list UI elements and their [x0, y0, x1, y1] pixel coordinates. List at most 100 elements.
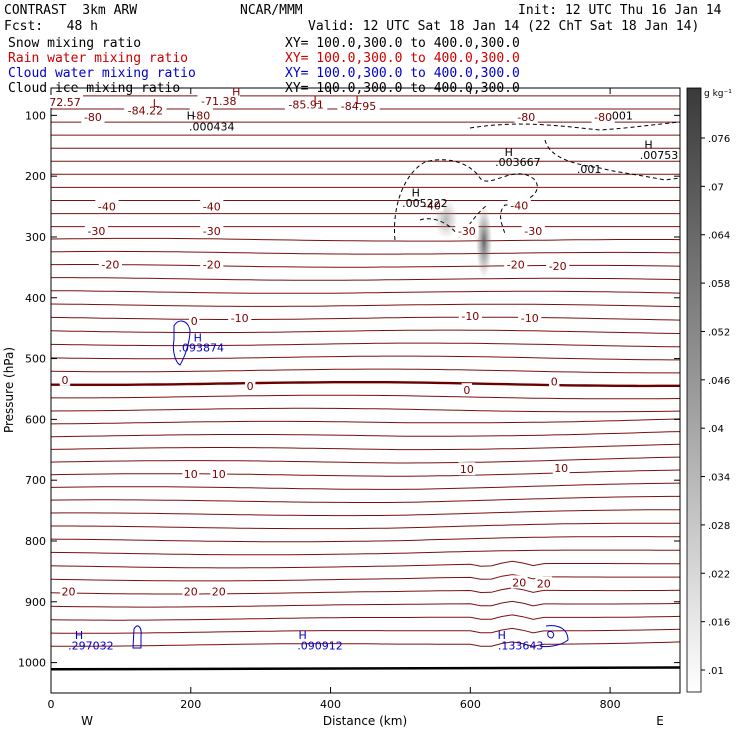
colorbar-tick-label: .034	[708, 473, 730, 484]
extremum-label: .133643	[498, 640, 544, 653]
isotherm-line	[51, 368, 680, 374]
contour-label: -10	[231, 312, 249, 325]
isotherm-line	[51, 549, 680, 556]
contour-label-bg	[182, 584, 200, 598]
isotherm-line	[51, 329, 680, 334]
extremum-label: L	[314, 94, 321, 107]
contour-label: -20	[203, 258, 221, 271]
contour-label-bg	[337, 99, 380, 113]
isotherm-line	[51, 495, 680, 503]
org-label: NCAR/MMM	[240, 3, 303, 18]
east-label: E	[656, 714, 664, 728]
colorbar-tick-label: .022	[708, 569, 730, 580]
contour-label: 0	[191, 315, 198, 328]
contour-label-bg	[200, 223, 224, 237]
contour-label-bg	[197, 93, 240, 107]
contour-label: -20	[507, 258, 525, 271]
contour-label-bg	[244, 378, 256, 392]
cloud-water-contour-se	[539, 625, 569, 648]
contour-label-bg	[228, 310, 252, 324]
x-tick-label: 600	[460, 698, 481, 711]
extremum-label: .297032	[68, 640, 114, 653]
cloud-water-contour-mid	[172, 320, 191, 366]
contour-label-bg	[200, 199, 224, 213]
contour-label: -40	[203, 201, 221, 214]
isotherm-line	[51, 509, 680, 517]
contour-label-bg	[210, 467, 228, 481]
legend-cloudwater-xy: XY= 100.0,300.0 to 400.0,300.0	[285, 66, 520, 81]
contour-label: -30	[524, 225, 542, 238]
contour-label-bg	[461, 383, 473, 397]
isotherm-line	[51, 482, 680, 490]
isotherm-line	[51, 290, 680, 294]
contour-labels: 72.57 -71.38 -84.22 -85.91 -84.95 -80 -80 -80 -8…	[46, 93, 615, 598]
y-tick-label: 600	[25, 413, 46, 426]
legend-snow-xy: XY= 100.0,300.0 to 400.0,300.0	[285, 36, 520, 51]
contour-label: 10	[554, 462, 568, 475]
isotherm-line	[51, 394, 680, 400]
cloud-ice-contour-inner	[419, 205, 487, 239]
cloud-ice-contour-right	[544, 139, 680, 181]
extremum-label: L	[153, 97, 160, 110]
contour-label-bg	[552, 461, 570, 475]
contour-label: -40	[423, 199, 441, 212]
contour-label-bg	[514, 110, 538, 124]
x-tick-label: 800	[600, 698, 621, 711]
contour-label: 20	[537, 578, 551, 591]
colorbar-tick-label: .064	[708, 231, 730, 242]
isotherm-line	[51, 600, 680, 608]
isotherm-line	[51, 355, 680, 361]
contour-label-bg	[182, 467, 200, 481]
extremum-label: H	[75, 629, 83, 642]
colorbar-tick-label: .052	[708, 327, 730, 338]
snow-plume-core	[476, 206, 492, 278]
model-title: CONTRAST 3km ARW	[4, 3, 138, 18]
colorbar	[686, 87, 702, 693]
legend-rain-label: Rain water mixing ratio	[8, 51, 189, 66]
legend-rain-xy: XY= 100.0,300.0 to 400.0,300.0	[285, 51, 520, 66]
contour-label: -85.91	[288, 98, 323, 111]
valid-time: Valid: 12 UTC Sat 18 Jan 14 (22 ChT Sat …	[308, 19, 700, 34]
y-tick-label: 700	[25, 474, 46, 487]
extremum-label: H	[412, 187, 420, 200]
colorbar-tick-label: .04	[708, 424, 724, 435]
isotherm-line	[51, 522, 680, 530]
contour-label-bg	[549, 374, 560, 388]
contour-label: -71.38	[201, 95, 236, 108]
extremum-label: L	[355, 94, 362, 107]
contour-label-bg	[458, 462, 476, 476]
cloud-ice-contour-left	[393, 159, 538, 241]
isotherm-line	[51, 469, 680, 477]
plot-frame	[50, 87, 681, 694]
contour-label-bg	[284, 97, 328, 111]
isotherm-line	[51, 381, 680, 388]
colorbar-tick-label: .01	[708, 666, 724, 677]
contour-label-bg	[84, 223, 109, 237]
contour-label-bg	[591, 110, 615, 124]
cloud-ice-contours	[393, 121, 680, 241]
extremum-label: .001	[608, 109, 633, 122]
contour-label: 10	[212, 468, 226, 481]
isotherm-line	[51, 277, 680, 281]
isotherm-line	[51, 614, 680, 621]
cloud-water-contour-sw	[132, 625, 142, 649]
colorbar-tick-label: .046	[708, 376, 730, 387]
contour-label-bg	[189, 313, 200, 327]
extremum-label: H	[298, 629, 306, 642]
y-tick-label: 400	[25, 292, 46, 305]
extremum-label: .000434	[189, 120, 235, 133]
contour-label-bg	[420, 198, 444, 212]
colorbar-unit: g kg⁻¹	[704, 89, 732, 99]
contour-label-bg	[59, 372, 71, 386]
forecast-hour: Fcst: 48 h	[4, 19, 98, 34]
temperature-contours	[51, 95, 680, 671]
contour-label: -80	[594, 111, 612, 124]
extremum-label: H	[644, 139, 652, 152]
contour-label-bg	[95, 199, 119, 213]
isotherm-line	[51, 342, 680, 348]
surface-line	[51, 666, 680, 671]
x-tick-label: 400	[320, 698, 341, 711]
contour-label-bg	[60, 584, 77, 598]
